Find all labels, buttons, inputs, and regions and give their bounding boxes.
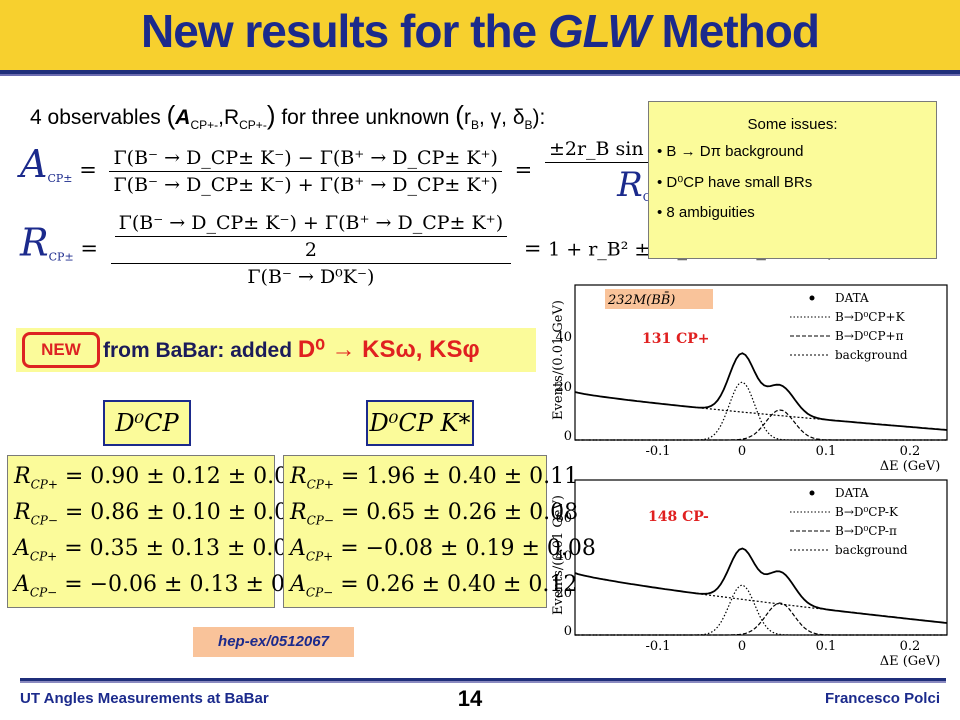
ytick: 20 bbox=[555, 380, 572, 395]
ytick: 0 bbox=[564, 624, 572, 639]
result-row: ACP− = −0.06 ± 0.13 ± 0.04 bbox=[14, 572, 320, 600]
result-row: RCP+ = 1.96 ± 0.40 ± 0.11 bbox=[290, 464, 579, 492]
top-annotation: 131 CP+ bbox=[642, 331, 710, 347]
top-plot: Events/(0.01 GeV) 0 20 40 232M(BB̄) 131 … bbox=[551, 284, 948, 444]
legend-item: DATA bbox=[835, 291, 869, 305]
result-row: RCP− = 0.65 ± 0.26 ± 0.08 bbox=[290, 500, 579, 528]
xtick: 0 bbox=[738, 444, 746, 459]
signal-dk-curve bbox=[575, 584, 947, 636]
issues-heading: Some issues: bbox=[747, 116, 838, 133]
background-curve bbox=[574, 391, 948, 431]
legend-item: background bbox=[835, 348, 908, 362]
signal-dk-curve bbox=[575, 381, 947, 441]
top-ylabel: Events/(0.01 GeV) bbox=[551, 300, 566, 420]
xtick: 0.2 bbox=[900, 639, 921, 654]
xtick: 0.1 bbox=[816, 639, 837, 654]
legend-item: B→D⁰CP-K bbox=[835, 505, 899, 519]
signal-dpi-curve bbox=[575, 602, 947, 636]
issue-item: • 8 ambiguities bbox=[657, 204, 755, 221]
bottom-ylabel: Events/(0.01 GeV) bbox=[551, 495, 566, 615]
result-row: RCP− = 0.86 ± 0.10 ± 0.05 bbox=[14, 500, 303, 528]
results-panel-DKstar: RCP+ = 1.96 ± 0.40 ± 0.11 RCP− = 0.65 ± … bbox=[283, 455, 596, 608]
ytick: 40 bbox=[555, 330, 572, 345]
total-fit-curve bbox=[574, 547, 948, 624]
ytick: 0 bbox=[564, 429, 572, 444]
issue-item: • B → Dπ background bbox=[657, 143, 804, 160]
reference-tag: hep-ex/0512067 bbox=[193, 627, 354, 657]
result-row: ACP+ = −0.08 ± 0.19 ± 0.08 bbox=[290, 536, 596, 564]
xtick: -0.1 bbox=[645, 444, 670, 459]
title-bar bbox=[0, 0, 960, 74]
result-row: RCP+ = 0.90 ± 0.12 ± 0.04 bbox=[14, 464, 303, 492]
mode-label-DKstar: D⁰CP K* bbox=[366, 400, 474, 446]
page-number: 14 bbox=[457, 686, 483, 711]
ytick: 40 bbox=[555, 549, 572, 564]
new-result-bar bbox=[16, 328, 536, 372]
bottom-annotation: 148 CP- bbox=[648, 509, 709, 525]
footer-left: UT Angles Measurements at BaBar bbox=[20, 690, 269, 707]
bottom-xlabel: ΔE (GeV) bbox=[880, 654, 941, 669]
top-xlabel: ΔE (GeV) bbox=[880, 459, 941, 474]
footer-rule bbox=[20, 678, 946, 681]
legend-item: B→D⁰CP-π bbox=[835, 524, 897, 538]
xtick: 0 bbox=[738, 639, 746, 654]
top-plot-frame bbox=[574, 284, 948, 441]
observables-line: 4 observables (ACP+-,RCP+-) for three un… bbox=[30, 100, 546, 133]
bottom-plot-frame bbox=[574, 479, 948, 636]
lumi-label: 232M(BB̄) bbox=[607, 292, 675, 308]
legend-item: B→D⁰CP+π bbox=[835, 329, 904, 343]
footer-right: Francesco Polci bbox=[824, 690, 940, 707]
new-badge: NEW bbox=[22, 332, 100, 368]
total-fit-curve bbox=[574, 352, 948, 431]
legend-item: B→D⁰CP+K bbox=[835, 310, 906, 324]
deltaE-plots: Events/(0.01 GeV) 0 20 40 232M(BB̄) 131 … bbox=[551, 284, 948, 669]
signal-dpi-curve bbox=[575, 409, 947, 441]
background-curve bbox=[574, 572, 948, 624]
slide-title: New results for the GLW Method bbox=[141, 5, 820, 57]
ytick: 60 bbox=[555, 511, 572, 526]
issue-item: • D⁰CP have small BRs bbox=[657, 174, 813, 191]
result-row: ACP− = 0.26 ± 0.40 ± 0.12 bbox=[290, 572, 578, 600]
legend-item: background bbox=[835, 543, 908, 557]
mode-label-DK: D⁰CP K bbox=[103, 400, 191, 479]
bottom-plot: Events/(0.01 GeV) 0 20 40 60 148 CP- DAT… bbox=[551, 479, 948, 639]
xtick: 0.1 bbox=[816, 444, 837, 459]
results-panel-DK: RCP+ = 0.90 ± 0.12 ± 0.04 RCP− = 0.86 ± … bbox=[7, 455, 320, 608]
legend-item: DATA bbox=[835, 486, 869, 500]
formula-asymmetry: ACP± = Γ(B⁻ → D_CP± K⁻) − Γ(B⁺ → D_CP± K… bbox=[20, 138, 746, 205]
xtick: -0.1 bbox=[645, 639, 670, 654]
result-row: ACP+ = 0.35 ± 0.13 ± 0.04 bbox=[14, 536, 302, 564]
ytick: 20 bbox=[555, 586, 572, 601]
issues-box: Some issues: • B → Dπ background • D⁰CP … bbox=[648, 101, 937, 259]
xtick: 0.2 bbox=[900, 444, 921, 459]
formula-ratio: RCP± = Γ(B⁻ → D_CP± K⁻) + Γ(B⁺ → D_CP± K… bbox=[20, 212, 835, 288]
lumi-box bbox=[605, 289, 713, 309]
new-result-text: from BaBar: added D⁰ → KSω, KSφ bbox=[103, 336, 480, 363]
